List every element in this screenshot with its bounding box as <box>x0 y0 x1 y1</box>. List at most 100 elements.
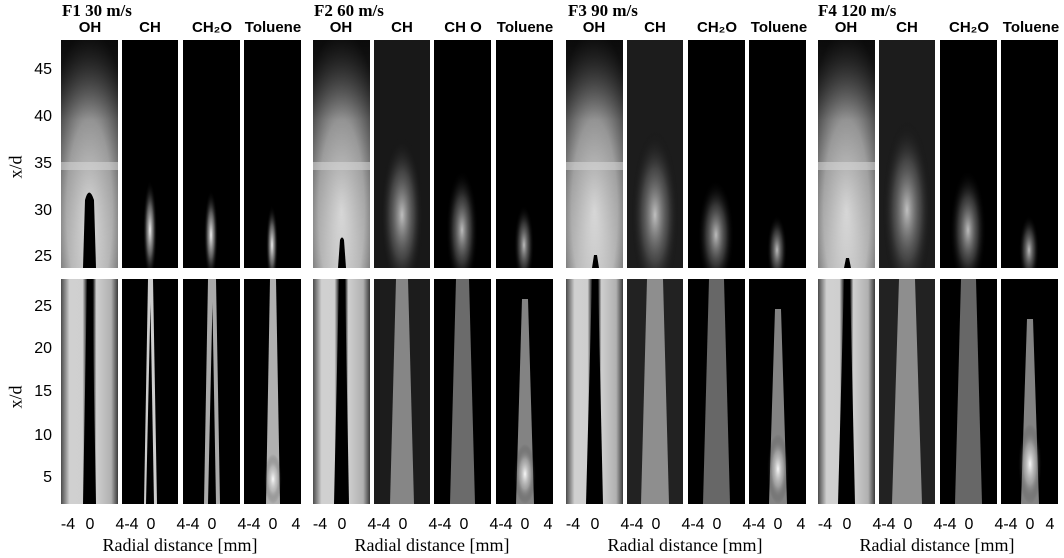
image-panel-toluene-top <box>749 40 806 268</box>
x-tick: 4 <box>1045 516 1055 533</box>
x-axis-label: Radial distance [mm] <box>607 535 763 555</box>
x-tick: 4-4 <box>742 516 766 533</box>
image-panel-ch-bottom <box>122 279 178 504</box>
image-panel-ch-top <box>374 40 430 268</box>
species-header: CH O <box>444 19 482 36</box>
x-tick: 4-4 <box>681 516 705 533</box>
x-tick: 4-4 <box>620 516 644 533</box>
image-panel-toluene-top <box>1001 40 1058 268</box>
x-tick: 0 <box>1025 516 1035 533</box>
species-header: Toluene <box>244 19 302 36</box>
y-tick: 30 <box>34 202 52 219</box>
image-panel-oh-bottom <box>313 279 370 504</box>
species-header: CH₂O <box>192 19 232 36</box>
species-header: OH <box>582 19 606 36</box>
x-tick: 0 <box>590 516 600 533</box>
x-tick: 4 <box>796 516 806 533</box>
y-tick: 10 <box>34 427 52 444</box>
image-panel-ch-bottom <box>627 279 683 504</box>
image-panel-ch-bottom <box>374 279 430 504</box>
species-header: OH <box>834 19 858 36</box>
image-panel-ch2o-bottom <box>688 279 745 504</box>
y-tick: 35 <box>34 155 52 172</box>
x-tick: 4 <box>543 516 553 533</box>
x-tick: 0 <box>712 516 722 533</box>
x-tick: 0 <box>337 516 347 533</box>
x-tick: 4-4 <box>872 516 896 533</box>
species-header: CH <box>644 19 666 36</box>
image-panel-toluene-bottom <box>244 279 301 504</box>
species-header: CH₂O <box>697 19 737 36</box>
x-tick: 0 <box>268 516 278 533</box>
species-header: Toluene <box>496 19 554 36</box>
x-tick: 4-4 <box>933 516 957 533</box>
image-panel-oh-top <box>61 40 118 268</box>
x-axis-label: Radial distance [mm] <box>354 535 510 555</box>
y-tick: 25 <box>34 298 52 315</box>
species-header: OH <box>78 19 102 36</box>
image-panel-ch2o-bottom <box>183 279 240 504</box>
x-tick: 0 <box>146 516 156 533</box>
image-panel-oh-top <box>313 40 370 268</box>
species-header: CH <box>896 19 918 36</box>
species-header: CH <box>391 19 413 36</box>
image-panel-toluene-bottom <box>749 279 806 504</box>
condition-title-f2: F2 60 m/s <box>314 1 384 20</box>
x-tick: 4-4 <box>115 516 139 533</box>
condition-title-f1: F1 30 m/s <box>62 1 132 20</box>
x-tick: 0 <box>459 516 469 533</box>
x-tick: 0 <box>207 516 217 533</box>
image-panel-ch2o-top <box>940 40 997 268</box>
x-tick: 0 <box>398 516 408 533</box>
y-tick: 40 <box>34 108 52 125</box>
image-panel-ch2o-top <box>434 40 491 268</box>
y-tick: 45 <box>34 61 52 78</box>
image-panel-oh-bottom <box>818 279 875 504</box>
image-panel-toluene-bottom <box>1001 279 1058 504</box>
image-panel-ch2o-top <box>183 40 240 268</box>
species-header: OH <box>329 19 353 36</box>
image-panel-ch2o-top <box>688 40 745 268</box>
x-tick: 0 <box>773 516 783 533</box>
image-panel-oh-bottom <box>61 279 118 504</box>
species-header: Toluene <box>1002 19 1060 36</box>
species-header: Toluene <box>750 19 808 36</box>
x-axis-label: Radial distance [mm] <box>859 535 1015 555</box>
x-tick: 0 <box>964 516 974 533</box>
image-panel-ch-top <box>122 40 178 268</box>
image-panel-oh-top <box>566 40 623 268</box>
image-panel-oh-top <box>818 40 875 268</box>
x-tick: 0 <box>842 516 852 533</box>
image-panel-ch-bottom <box>879 279 935 504</box>
y-tick: 15 <box>34 383 52 400</box>
image-panel-ch2o-bottom <box>434 279 491 504</box>
x-tick: 0 <box>85 516 95 533</box>
image-panel-ch-top <box>627 40 683 268</box>
species-header: CH₂O <box>949 19 989 36</box>
x-tick: 4 <box>291 516 301 533</box>
x-tick: -4 <box>565 516 581 533</box>
image-panel-ch2o-bottom <box>940 279 997 504</box>
image-panel-toluene-top <box>244 40 301 268</box>
condition-title-f3: F3 90 m/s <box>568 1 638 20</box>
x-tick: 4-4 <box>428 516 452 533</box>
image-panel-ch-top <box>879 40 935 268</box>
x-tick: -4 <box>817 516 833 533</box>
x-tick: 4-4 <box>237 516 261 533</box>
x-tick: 0 <box>520 516 530 533</box>
y-tick: 25 <box>34 248 52 265</box>
x-axis-label: Radial distance [mm] <box>102 535 258 555</box>
y-tick: 20 <box>34 340 52 357</box>
condition-title-f4: F4 120 m/s <box>818 1 897 20</box>
x-tick: 4-4 <box>489 516 513 533</box>
image-panel-oh-bottom <box>566 279 623 504</box>
x-tick: 4-4 <box>994 516 1018 533</box>
x-tick: -4 <box>60 516 76 533</box>
x-tick: 0 <box>903 516 913 533</box>
image-panel-toluene-bottom <box>496 279 553 504</box>
x-tick: 4-4 <box>176 516 200 533</box>
x-tick: 4-4 <box>367 516 391 533</box>
x-tick: 0 <box>651 516 661 533</box>
y-tick: 5 <box>43 469 52 486</box>
x-tick: -4 <box>312 516 328 533</box>
